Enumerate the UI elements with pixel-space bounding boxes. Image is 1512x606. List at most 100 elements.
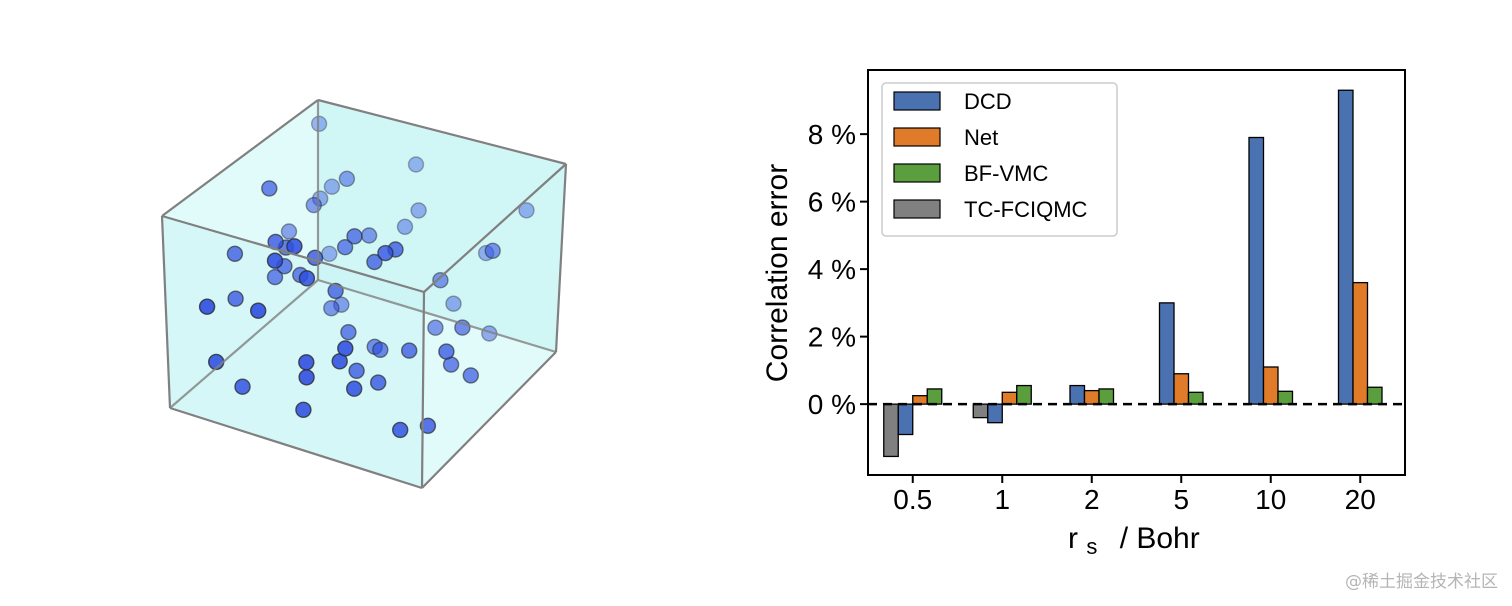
bar-bf-vmc-20 <box>1366 386 1383 405</box>
x-tick-label: 20 <box>1345 484 1376 515</box>
box-edge <box>160 215 172 409</box>
box-edge <box>423 163 567 293</box>
bar-bf-vmc-2 <box>1098 388 1115 405</box>
bars <box>883 89 1383 458</box>
particle <box>396 218 414 236</box>
particle <box>298 369 315 386</box>
x-tick-label: 10 <box>1255 484 1286 515</box>
bar-bf-vmc-5 <box>1187 391 1204 405</box>
particle <box>432 272 449 289</box>
box-edge <box>420 291 426 489</box>
particles <box>198 115 535 439</box>
x-axis-label-subscript: s <box>1086 534 1097 559</box>
bar-tc-fciqmc-0_5 <box>883 403 899 458</box>
particle <box>484 242 501 260</box>
bar-dcd-10 <box>1248 136 1265 405</box>
particle <box>410 202 427 219</box>
particle <box>438 343 455 360</box>
box-edge <box>169 406 423 490</box>
bar-dcd-2 <box>1069 384 1086 405</box>
particle <box>462 367 479 384</box>
plot-frame <box>867 69 1406 476</box>
box-edge <box>554 163 568 353</box>
x-axis-label: r s / Bohr <box>1068 522 1200 561</box>
bar-chart: 0 % 2 % 4 % 6 % 8 % 0.5 1 2 5 10 20 Correlation e… <box>761 69 1406 561</box>
particle <box>377 244 394 262</box>
x-axis-ticks: 0.5 1 2 5 10 20 <box>893 475 1376 515</box>
bar-bf-vmc-1 <box>1016 384 1032 405</box>
bar-net-5 <box>1173 373 1190 405</box>
bar-dcd-0_5 <box>897 403 914 436</box>
particle <box>266 252 284 269</box>
particle <box>346 228 363 245</box>
particle <box>295 401 312 418</box>
particle <box>372 341 389 358</box>
legend-label-net: Net <box>964 125 998 150</box>
particle <box>407 156 425 173</box>
bar-dcd-5 <box>1158 302 1175 405</box>
box-face-back <box>318 100 566 352</box>
box-edge <box>161 214 425 294</box>
y-tick-label: 4 % <box>808 254 856 285</box>
bar-net-1 <box>1001 391 1018 405</box>
bar-net-20 <box>1352 281 1369 405</box>
watermark: @稀土掘金技术社区 <box>1345 572 1498 592</box>
bar-bf-vmc-10 <box>1277 390 1294 405</box>
bar-net-2 <box>1083 389 1100 405</box>
particle <box>366 253 383 271</box>
particle <box>323 300 340 317</box>
bar-dcd-20 <box>1337 89 1354 405</box>
x-tick-label: 5 <box>1173 484 1189 515</box>
box-face-front <box>162 216 424 488</box>
particle <box>266 268 284 286</box>
x-tick-label: 2 <box>1084 484 1100 515</box>
legend: DCD Net BF-VMC TC-FCIQMC <box>881 82 1118 237</box>
x-axis-label-main: r <box>1068 522 1078 555</box>
y-tick-label: 6 % <box>808 187 856 218</box>
particle <box>298 270 316 287</box>
x-tick-label: 0.5 <box>893 484 932 515</box>
y-tick-label: 2 % <box>808 322 856 353</box>
box-edge <box>161 99 319 217</box>
box-edge <box>317 278 557 354</box>
particle <box>419 417 437 434</box>
particle <box>360 227 378 244</box>
particle <box>445 295 462 312</box>
particle <box>321 245 338 263</box>
box-edges <box>160 98 568 490</box>
particle <box>518 202 535 219</box>
y-tick-label: 8 % <box>808 119 856 150</box>
legend-label-bf-vmc: BF-VMC <box>964 161 1048 186</box>
particle <box>348 362 365 379</box>
particle <box>338 170 356 188</box>
particle <box>298 354 315 371</box>
particle <box>427 319 444 336</box>
legend-label-tc-fciqmc: TC-FCIQMC <box>964 197 1088 222</box>
x-tick-label: 1 <box>994 484 1010 515</box>
particle <box>227 290 244 307</box>
box-edge <box>169 279 319 409</box>
particle <box>336 238 354 256</box>
bar-net-10 <box>1262 366 1279 405</box>
x-axis-label-unit: / Bohr <box>1120 522 1200 555</box>
simulation-box <box>160 98 568 490</box>
bar-dcd-1 <box>987 403 1003 424</box>
y-axis-ticks: 0 % 2 % 4 % 6 % 8 % <box>808 119 868 420</box>
legend-swatch-tc-fciqmc <box>893 199 941 219</box>
particle <box>250 302 267 319</box>
particle <box>280 223 298 240</box>
y-tick-label: 0 % <box>808 389 856 420</box>
legend-swatch-bf-vmc <box>893 163 941 183</box>
particle <box>234 378 251 395</box>
y-axis-label: Correlation error <box>761 164 794 382</box>
bar-net-0_5 <box>912 395 928 405</box>
particle <box>370 374 387 391</box>
box-edge <box>317 98 567 166</box>
particle <box>346 380 363 397</box>
legend-swatch-dcd <box>893 91 941 111</box>
bar-tc-fciqmc-1 <box>972 403 989 419</box>
legend-swatch-net <box>893 127 941 147</box>
box-edge <box>421 351 557 489</box>
particle <box>286 238 303 255</box>
